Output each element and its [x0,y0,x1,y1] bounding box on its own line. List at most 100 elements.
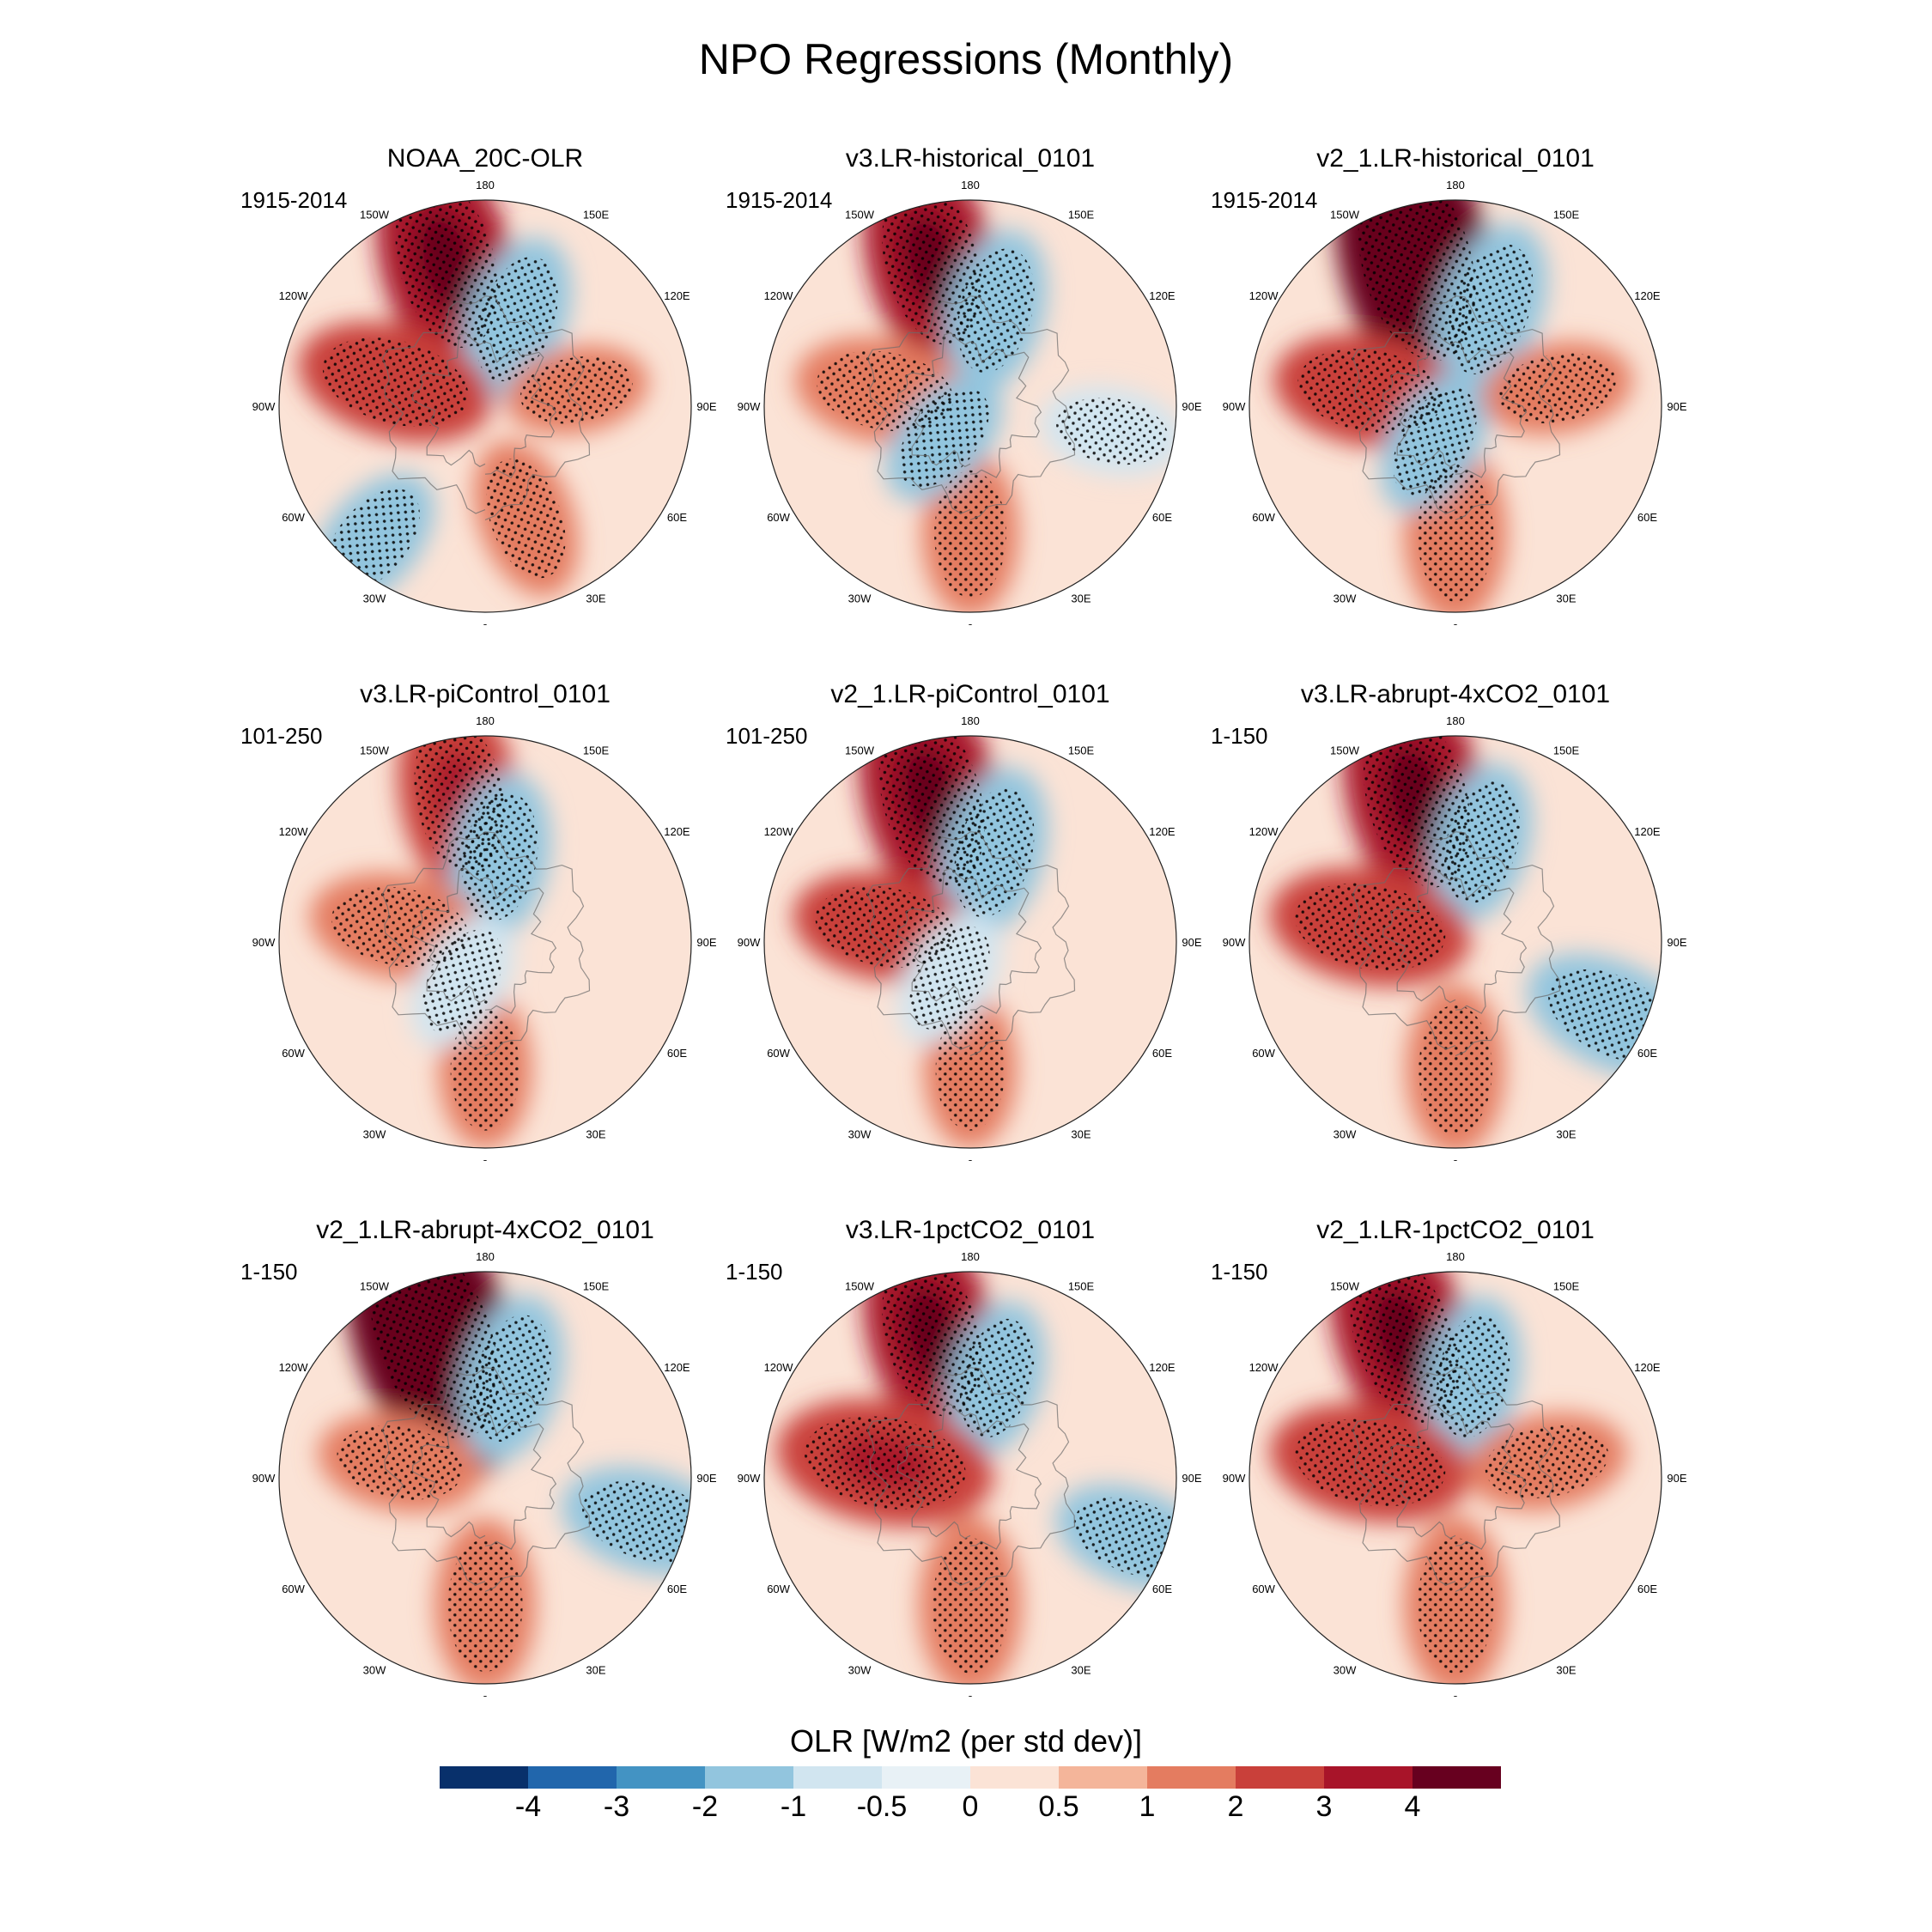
longitude-label: 60E [1152,1047,1172,1060]
longitude-label: 60E [667,1583,687,1595]
significance-stipple [422,929,503,1033]
map-panel: v2_1.LR-piControl_0101 101-250 North Pac… [704,680,1236,1161]
colorbar-tick-label: -0.5 [856,1790,908,1823]
longitude-label: 90W [252,936,276,949]
longitude-label: 90W [738,936,761,949]
longitude-label: 60W [767,511,790,524]
significance-stipple [932,1537,1009,1674]
panel-title: v3.LR-piControl_0101 [360,680,611,708]
significance-stipple [1485,1425,1609,1498]
longitude-label: 150E [1553,1280,1580,1293]
significance-stipple [882,1272,982,1417]
significance-stipple [935,1008,1005,1131]
panel-title: v2_1.LR-abrupt-4xCO2_0101 [316,1216,654,1244]
longitude-label: 30W [363,592,386,605]
significance-stipple [450,1008,520,1131]
panel-period: 101-250 [726,723,808,749]
longitude-label: 30W [848,592,872,605]
longitude-label: 90W [252,400,276,413]
panel-title: v3.LR-historical_0101 [845,144,1096,173]
longitude-label: 150W [1330,1280,1360,1293]
coastlines [1352,295,1561,521]
longitude-label: 180 [476,714,495,727]
colorbar-tick-label: 0 [962,1790,979,1823]
longitude-label: 120E [664,1361,690,1374]
longitude-label: 90W [738,1472,761,1485]
longitude-label: 30E [1556,1663,1576,1676]
longitude-label: 90E [696,936,716,949]
longitude-label: 30W [848,1663,872,1676]
longitude-label: 30W [1334,1663,1357,1676]
coastlines [866,1367,1076,1593]
longitude-label: 90E [1667,1472,1686,1485]
colorbar-tick-label: 1 [1139,1790,1156,1823]
longitude-label: 150W [845,1280,875,1293]
longitude-label: 30E [1071,1127,1091,1140]
longitude-label: 150E [1068,744,1095,757]
map-border [278,1271,692,1685]
longitude-label: 180 [961,179,980,191]
longitude-label: 150W [1330,209,1360,222]
longitude-label: 150E [1068,209,1095,222]
colorbar-swatch [793,1766,883,1789]
significance-stipple [1297,349,1443,434]
coastlines [866,295,1076,521]
longitude-label: 90E [1182,1472,1201,1485]
longitude-label: 30W [363,1127,386,1140]
significance-stipple [1448,244,1534,374]
panel-period: 101-250 [240,723,323,749]
significance-stipple [1417,1537,1494,1674]
colorbar-tick-label: -1 [780,1790,807,1823]
longitude-label: 180 [1446,1250,1465,1263]
colorbar-title: OLR [W/m2 (per std dev)] [789,1723,1143,1759]
colorbar-tick-label: 0.5 [1038,1790,1079,1823]
longitude-label: 120E [664,289,690,302]
panel-period: 1-150 [726,1259,783,1285]
significance-stipple [1295,1419,1446,1507]
longitude-label: 30W [363,1663,386,1676]
map-panel: NOAA_20C-OLR 1915-2014 North Pacific hig… [219,144,751,625]
map-panel: v3.LR-1pctCO2_0101 1-150 North Pacific h… [704,1216,1236,1697]
map-panel: v3.LR-piControl_0101 101-250 North Pacif… [219,680,751,1161]
longitude-label: 120W [764,825,794,838]
significance-stipple [1417,465,1494,602]
colorbar-tick-label: 2 [1227,1790,1244,1823]
longitude-label: 60E [1637,1047,1657,1060]
longitude-label: 180 [476,179,495,191]
longitude-label: 60W [282,1583,305,1595]
longitude-label: 30W [1334,592,1357,605]
significance-stipple [1358,200,1476,361]
map-border [1249,735,1662,1149]
coastlines [1352,831,1561,1057]
longitude-label: 60W [282,511,305,524]
polar-map: North Pacific high: 3.3Pacific-Arctic ba… [1223,1250,1687,1697]
longitude-label: 120W [764,1361,794,1374]
map-border [763,199,1177,613]
colorbar-swatch [440,1766,529,1789]
longitude-label: 0 [1452,622,1458,625]
longitude-label: 60W [767,1583,790,1595]
significance-stipple [817,350,954,432]
colorbar-swatch [1147,1766,1236,1789]
longitude-label: 0 [967,1693,973,1697]
panel-title: v3.LR-1pctCO2_0101 [845,1216,1096,1244]
panel-title: v2_1.LR-1pctCO2_0101 [1316,1216,1595,1244]
longitude-label: 180 [476,1250,495,1263]
significance-stipple [1350,1272,1460,1424]
longitude-label: 150E [1553,209,1580,222]
significance-stipple [447,1539,523,1672]
longitude-label: 60W [282,1047,305,1060]
significance-stipple [337,1425,463,1500]
longitude-label: 90E [1667,936,1686,949]
significance-stipple [322,337,469,427]
colorbar-swatch [705,1766,794,1789]
significance-stipple [472,1315,551,1442]
significance-stipple [882,200,982,345]
coastlines [1352,1367,1561,1593]
longitude-label: 60E [667,511,687,524]
significance-stipple [898,388,989,488]
map-panel: v3.LR-historical_0101 1915-2014 North Pa… [704,144,1236,625]
significance-stipple [395,200,499,348]
longitude-label: 150E [583,1280,610,1293]
longitude-label: 30E [1071,592,1091,605]
